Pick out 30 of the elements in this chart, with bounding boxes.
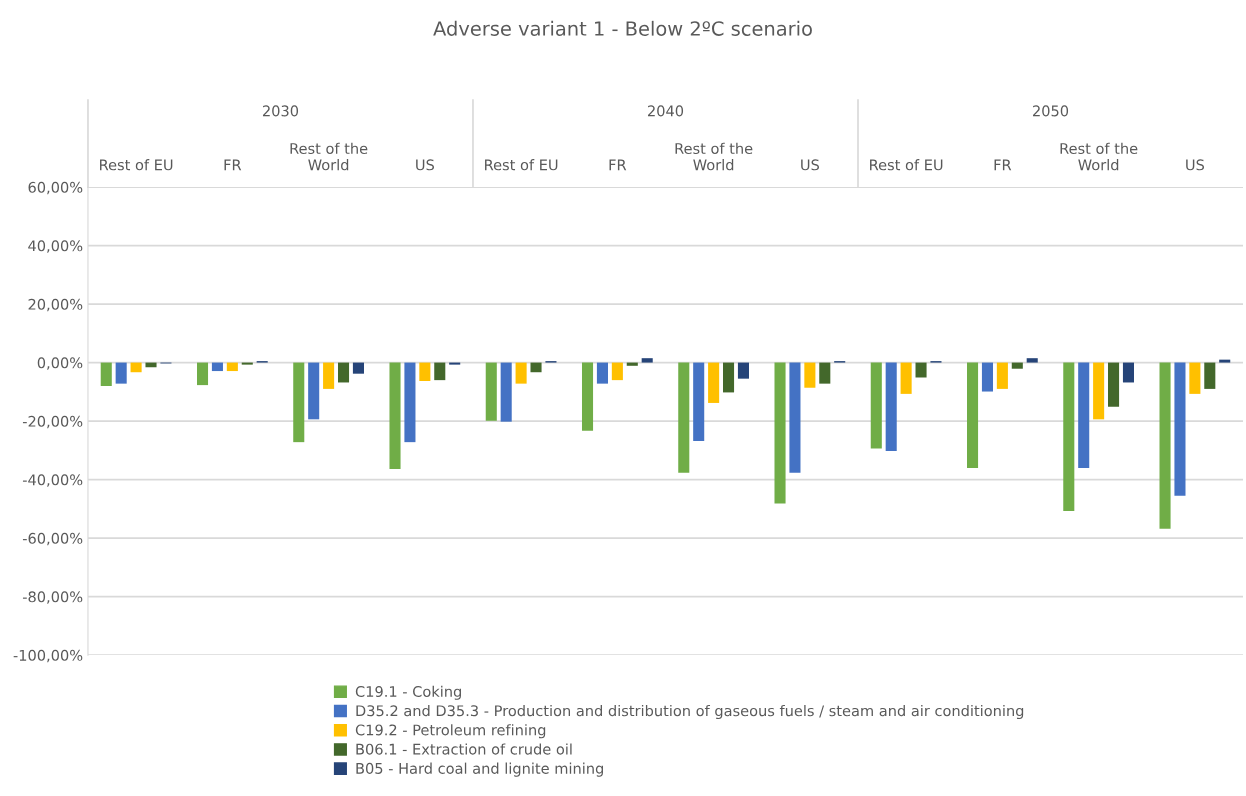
x-tick-label: US bbox=[1186, 159, 1205, 171]
y-tick-label: -100,00% bbox=[13, 649, 83, 663]
text: 2030 bbox=[262, 105, 299, 117]
y-tick-label: -80,00% bbox=[22, 591, 83, 604]
y-tick-label: 20,00% bbox=[28, 298, 83, 312]
x-tick-label: Rest of the World bbox=[675, 142, 753, 171]
x-tick-label: Rest of EU bbox=[485, 159, 558, 171]
y-tick-label: -20,00% bbox=[22, 415, 83, 429]
x-tick-label: FR bbox=[224, 159, 242, 171]
y-tick-label: -40,00% bbox=[22, 474, 83, 487]
x-tick-label: FR bbox=[994, 159, 1012, 171]
y-tick-label: -60,00% bbox=[22, 532, 83, 546]
x-tick-label: Rest of the World bbox=[290, 142, 368, 171]
legend-label: C19.1 - Coking bbox=[355, 685, 461, 700]
y-tick-label: 0,00% bbox=[37, 357, 83, 370]
x-tick-label: US bbox=[416, 159, 435, 171]
x-tick-label: US bbox=[801, 159, 820, 171]
y-tick-label: 60,00% bbox=[28, 181, 83, 195]
text: 2040 bbox=[648, 105, 684, 117]
legend-label: C19.2 - Petroleum refining bbox=[355, 724, 546, 739]
text: 2050 bbox=[1033, 105, 1069, 117]
x-tick-label: Rest of EU bbox=[100, 159, 173, 171]
legend-label: D35.2 and D35.3 - Production and distribution of gaseous fuels / steam and air conditioning bbox=[356, 704, 1024, 720]
x-tick-label: Rest of the World bbox=[1060, 142, 1138, 171]
legend-label: B05 - Hard coal and lignite mining bbox=[356, 762, 603, 777]
x-tick-label: Rest of EU bbox=[870, 159, 943, 171]
x-tick-label: FR bbox=[609, 159, 627, 171]
y-tick-label: 40,00% bbox=[28, 240, 83, 253]
chart-title: Adverse variant 1 - Below 2ºC scenario bbox=[433, 20, 812, 36]
legend-label: B06.1 - Extraction of crude oil bbox=[356, 743, 572, 755]
